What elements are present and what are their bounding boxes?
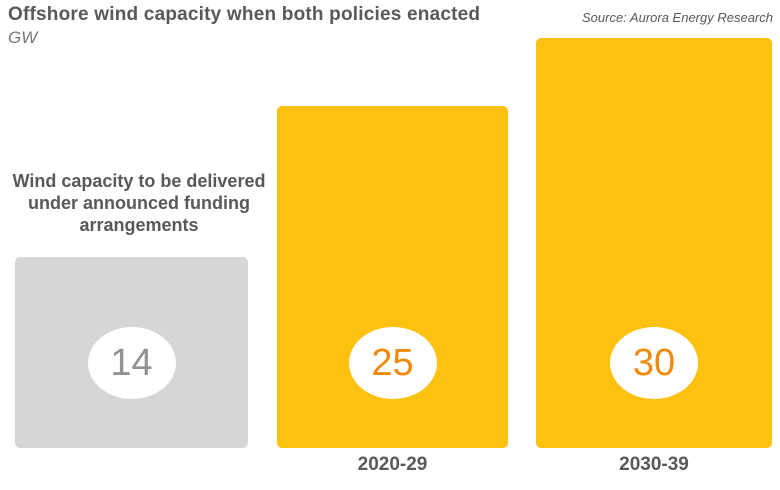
bar-category-label: 2030-39 bbox=[619, 454, 689, 475]
bar-value: 25 bbox=[371, 342, 414, 384]
value-badge: 14 bbox=[87, 327, 176, 399]
bar-value: 30 bbox=[632, 342, 676, 384]
bar-category-label: 2020-29 bbox=[357, 454, 428, 475]
bar-group-2030-39: 30 2030-39 bbox=[536, 0, 772, 490]
y-axis-unit-label: GW bbox=[8, 28, 38, 47]
value-badge: 25 bbox=[348, 327, 437, 399]
bar-group-2020-29: 25 2020-29 bbox=[277, 0, 508, 490]
chart-title: Offshore wind capacity when both policie… bbox=[8, 4, 481, 25]
value-badge: 30 bbox=[610, 327, 698, 399]
gray-bar-annotation: Wind capacity to be delivered under anno… bbox=[12, 171, 266, 235]
bar-value: 14 bbox=[110, 342, 153, 384]
source-attribution: Source: Aurora Energy Research bbox=[581, 10, 773, 25]
bar-2030-39: 30 bbox=[536, 38, 772, 448]
bar-2020-29: 25 bbox=[277, 106, 508, 448]
bar-group-announced-funding: 14 bbox=[15, 0, 248, 490]
bar-announced-funding: 14 bbox=[15, 257, 248, 448]
